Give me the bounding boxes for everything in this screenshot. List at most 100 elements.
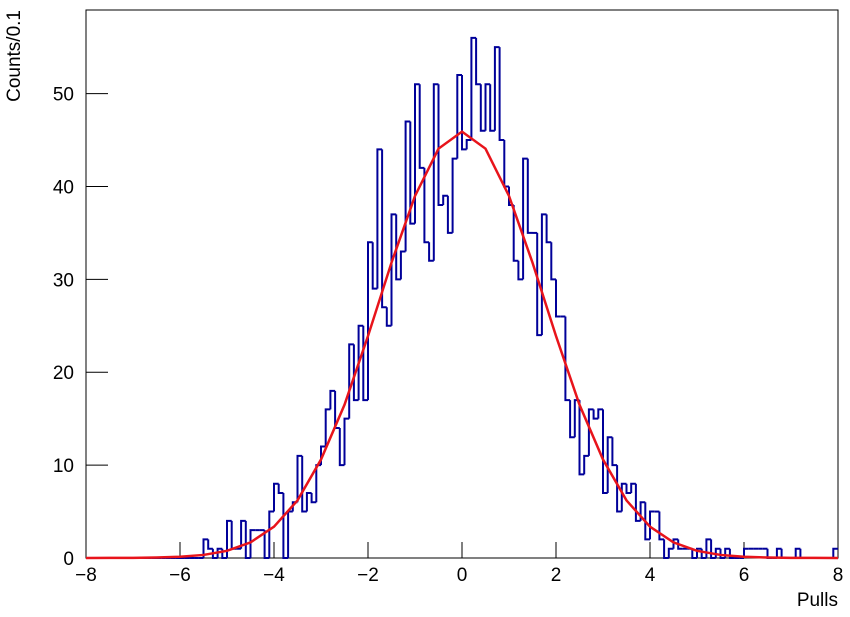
histogram-bin bbox=[489, 84, 495, 132]
histogram-bin bbox=[470, 36, 477, 141]
histogram-bin bbox=[211, 548, 218, 559]
histogram-bin bbox=[677, 539, 683, 550]
histogram-bin bbox=[710, 539, 716, 559]
histogram-bin bbox=[352, 344, 359, 402]
histogram-bin bbox=[390, 213, 397, 326]
histogram-bin bbox=[240, 519, 246, 549]
histogram-bin bbox=[832, 547, 838, 558]
histogram-bin bbox=[545, 214, 552, 244]
histogram-bin bbox=[249, 529, 256, 558]
histogram-bin bbox=[367, 241, 373, 401]
x-tick-label: −8 bbox=[75, 565, 97, 586]
histogram-bin bbox=[498, 47, 505, 142]
histogram-bin bbox=[296, 454, 303, 503]
histogram-bin bbox=[357, 324, 364, 401]
histogram-bin bbox=[451, 157, 458, 233]
y-axis-label: Counts/0.1 bbox=[4, 10, 25, 102]
histogram-bin bbox=[630, 482, 636, 493]
y-tick-label: 40 bbox=[53, 177, 74, 198]
x-tick-label: −4 bbox=[263, 565, 285, 586]
histogram-bin bbox=[475, 37, 481, 86]
histogram-bin bbox=[329, 389, 336, 410]
histogram-bin bbox=[461, 75, 467, 151]
x-tick-label: 6 bbox=[739, 565, 750, 586]
histogram-bin bbox=[343, 417, 350, 466]
histogram-bin bbox=[465, 139, 472, 150]
histogram-bin bbox=[484, 83, 491, 131]
histogram-bin bbox=[263, 530, 270, 559]
x-axis-label: Pulls bbox=[797, 590, 838, 611]
x-tick-label: −6 bbox=[169, 565, 191, 586]
histogram-bin bbox=[578, 400, 585, 476]
histogram-bin bbox=[437, 84, 444, 207]
histogram-bin bbox=[794, 547, 801, 558]
histogram-bin bbox=[268, 510, 274, 558]
histogram-bin bbox=[634, 483, 641, 522]
histogram-bin bbox=[371, 242, 378, 290]
histogram-bin bbox=[446, 195, 453, 234]
histogram-bin bbox=[493, 46, 500, 131]
histogram-bin bbox=[536, 232, 542, 337]
histogram-bin bbox=[216, 547, 223, 558]
histogram-bin bbox=[569, 400, 575, 439]
histogram-bin bbox=[418, 84, 425, 169]
histogram-bin bbox=[616, 465, 622, 513]
histogram-bin bbox=[728, 548, 735, 559]
histogram-bin bbox=[611, 437, 618, 467]
histogram-bin bbox=[338, 427, 345, 467]
fit-curve bbox=[85, 130, 839, 560]
histogram-bin bbox=[428, 242, 434, 262]
histogram-bin bbox=[479, 84, 486, 132]
histogram-bin bbox=[592, 409, 599, 420]
histogram-bin bbox=[672, 538, 679, 549]
histogram-bin bbox=[526, 158, 533, 234]
histogram-bin bbox=[230, 520, 237, 550]
histogram-bin bbox=[324, 408, 331, 447]
histogram-bin bbox=[202, 538, 209, 558]
histogram-bin bbox=[587, 408, 594, 456]
histogram-bin bbox=[207, 539, 213, 550]
histogram-bin bbox=[512, 205, 519, 262]
y-tick-label: 50 bbox=[53, 85, 74, 106]
histogram-bin bbox=[305, 491, 312, 512]
y-tick-label: 30 bbox=[53, 270, 74, 291]
histogram-bin bbox=[625, 483, 632, 494]
x-tick-label: 8 bbox=[833, 565, 844, 586]
histogram-bin bbox=[273, 482, 279, 512]
histogram-bin bbox=[555, 279, 561, 318]
y-tick-label: 0 bbox=[63, 549, 74, 570]
histogram-bin bbox=[423, 167, 430, 244]
histogram-bin bbox=[301, 455, 307, 513]
histogram-bin bbox=[409, 121, 415, 225]
histogram-bin bbox=[244, 520, 251, 559]
histogram-bin bbox=[376, 148, 383, 289]
histogram-bin bbox=[399, 250, 406, 280]
x-tick-label: −2 bbox=[357, 565, 379, 586]
histogram-bin bbox=[606, 436, 613, 493]
histogram-bin bbox=[432, 83, 439, 261]
histogram-bin bbox=[620, 482, 627, 512]
histogram-bin bbox=[597, 408, 603, 419]
histogram-bin bbox=[442, 194, 448, 206]
histogram-bin bbox=[456, 74, 462, 159]
histogram-bin bbox=[649, 510, 655, 540]
histogram-bin bbox=[517, 260, 524, 281]
histogram-bin bbox=[663, 539, 669, 559]
histogram-bin bbox=[775, 547, 782, 558]
histogram-bin bbox=[658, 511, 665, 541]
x-tick-label: 2 bbox=[551, 565, 562, 586]
histogram-bin bbox=[414, 83, 420, 224]
histogram-bin bbox=[503, 140, 509, 188]
histogram-bin bbox=[602, 409, 608, 494]
y-tick-label: 20 bbox=[53, 363, 74, 384]
histogram-bin bbox=[385, 307, 392, 327]
histogram-bin bbox=[226, 519, 232, 558]
histogram-bin bbox=[719, 548, 726, 559]
histogram-bin bbox=[404, 120, 411, 252]
histogram-bin bbox=[395, 214, 401, 281]
histogram-bin bbox=[550, 242, 556, 281]
histogram-bin bbox=[667, 547, 674, 558]
histogram-bin bbox=[743, 547, 749, 558]
histogram-bin bbox=[583, 454, 589, 475]
